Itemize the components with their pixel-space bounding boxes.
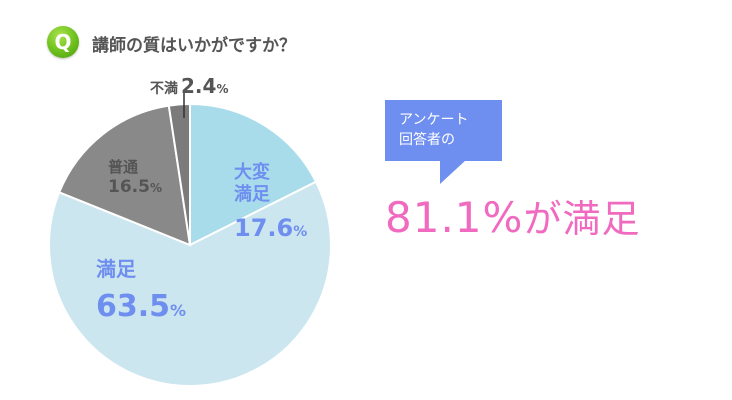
question-title: 講師の質はいかがですか？ — [92, 36, 296, 56]
label-very-satisfied-value: 17.6 — [234, 214, 293, 242]
label-unsatisfied-value: 2.4 — [181, 74, 216, 98]
label-normal-value: 16.5 — [108, 177, 150, 197]
slice-normal — [57, 104, 192, 247]
survey-callout: アンケート 回答者の — [385, 100, 502, 161]
label-very-satisfied-name-2: 満足 — [234, 183, 270, 205]
slice-very-satisfied — [189, 102, 318, 247]
label-very-satisfied-unit: % — [293, 224, 307, 240]
summary-value: 81.1% — [385, 193, 524, 242]
question-badge-letter: Q — [54, 30, 72, 54]
label-satisfied-value: 63.5 — [96, 289, 170, 324]
svg-text:17.6%: 17.6% — [234, 214, 307, 242]
summary-suffix: が満足 — [523, 197, 641, 241]
label-normal-unit: % — [150, 181, 162, 195]
callout-line-1: アンケート — [399, 112, 469, 128]
svg-text:不満2.4%: 不満 2.4% — [150, 74, 228, 98]
label-satisfied-unit: % — [170, 301, 186, 320]
slice-unsatisfied — [167, 102, 191, 246]
question-badge-icon: Q — [47, 26, 79, 58]
svg-text:63.5%: 63.5% — [96, 289, 186, 324]
label-unsatisfied-name: 不満 — [150, 80, 178, 97]
slice-satisfied — [48, 180, 332, 387]
label-unsatisfied-unit: % — [216, 82, 228, 96]
label-very-satisfied-name-1: 大変 — [234, 161, 270, 183]
callout-line-2: 回答者の — [399, 132, 455, 148]
callout-tail — [440, 160, 466, 184]
label-normal-name: 普通 — [108, 158, 138, 176]
satisfaction-summary: 81.1%が満足 — [385, 188, 640, 243]
svg-text:16.5%: 16.5% — [108, 177, 162, 197]
label-satisfied-name: 満足 — [96, 257, 137, 281]
